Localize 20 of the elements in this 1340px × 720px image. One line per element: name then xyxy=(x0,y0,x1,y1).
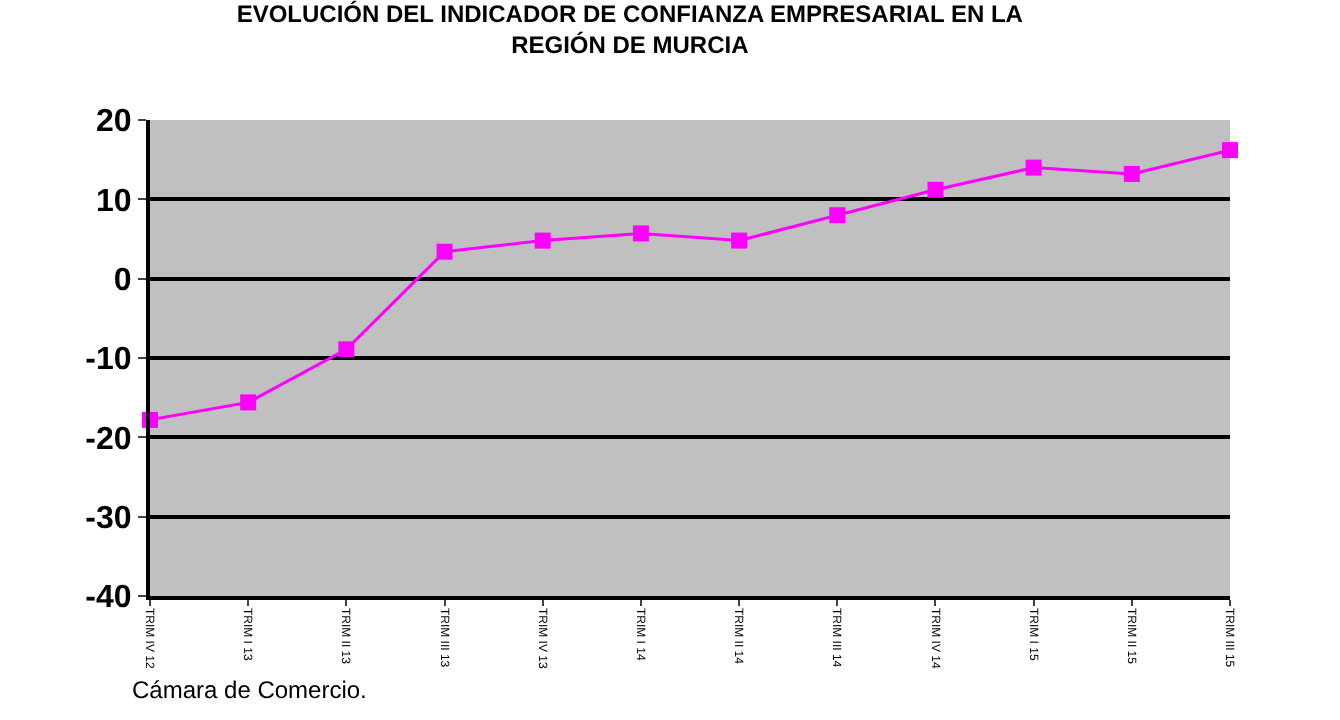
y-tick-label: 10 xyxy=(96,184,132,219)
y-tick-label: -20 xyxy=(85,422,132,457)
point xyxy=(338,341,355,358)
point xyxy=(534,232,551,249)
point xyxy=(829,207,846,224)
y-tick-label: -10 xyxy=(85,343,132,378)
chart-title: EVOLUCIÓN DEL INDICADOR DE CONFIANZA EMPRESARIAL EN LA REGIÓN DE MURCIA xyxy=(236,0,1024,59)
y-tick-label: -40 xyxy=(85,581,132,616)
y-tick-label: 20 xyxy=(96,105,132,140)
y-tick-label: 0 xyxy=(113,263,132,298)
point xyxy=(436,243,453,260)
text: Cámara de Comercio. xyxy=(132,676,367,704)
point xyxy=(1025,159,1042,176)
point xyxy=(731,232,748,249)
point xyxy=(1222,142,1238,159)
point xyxy=(927,181,944,198)
point xyxy=(240,394,257,411)
y-tick-label: -30 xyxy=(85,501,132,536)
point xyxy=(1123,165,1140,182)
point xyxy=(632,225,649,242)
